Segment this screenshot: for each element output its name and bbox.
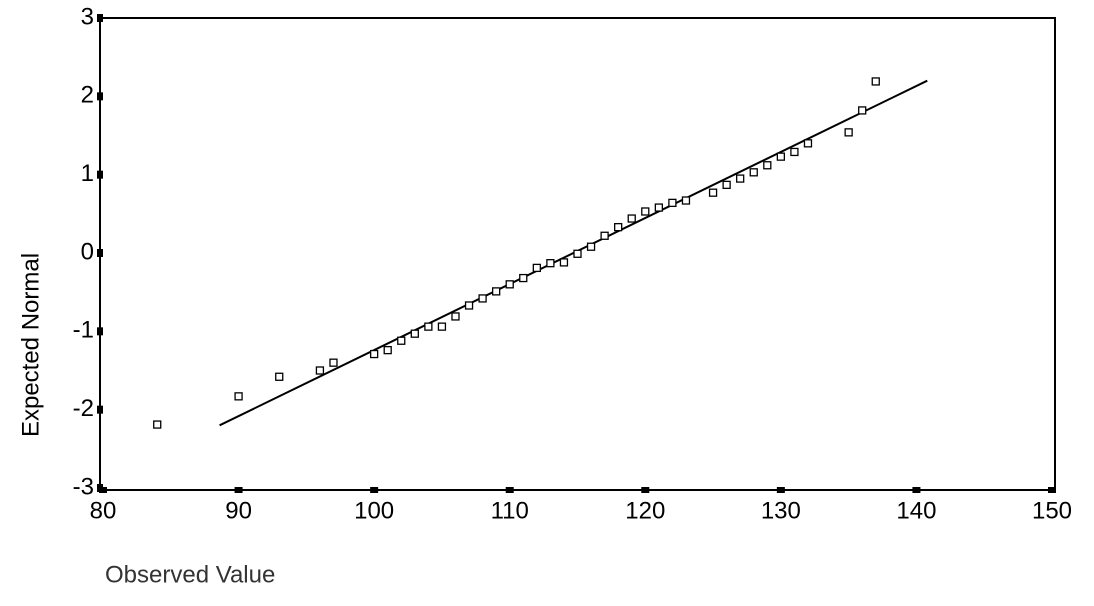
point xyxy=(736,174,745,183)
point xyxy=(600,231,609,240)
x-tick-mark xyxy=(641,487,650,493)
point xyxy=(614,222,623,232)
point xyxy=(844,128,853,137)
point xyxy=(275,372,284,381)
x-tick-mark xyxy=(912,487,921,493)
point xyxy=(681,196,691,205)
point xyxy=(668,198,677,208)
y-tick-label: 1 xyxy=(81,160,94,187)
point xyxy=(397,336,406,345)
y-tick-label: -3 xyxy=(73,473,94,500)
point xyxy=(573,249,582,258)
y-tick-label: 2 xyxy=(81,82,94,109)
y-tick-mark xyxy=(97,249,103,257)
y-tick-label: -1 xyxy=(73,317,94,344)
point xyxy=(492,287,501,296)
y-axis-label: Expected Normal xyxy=(17,253,44,437)
y-tick-mark xyxy=(97,484,103,492)
x-tick-label: 140 xyxy=(896,497,936,524)
point xyxy=(708,188,718,197)
x-tick-label: 120 xyxy=(625,497,665,524)
point xyxy=(858,106,867,115)
point xyxy=(749,168,758,177)
point xyxy=(519,273,528,283)
x-tick-mark xyxy=(776,487,785,493)
point xyxy=(559,258,569,267)
y-tick-mark xyxy=(97,170,103,179)
x-axis-label: Observed Value xyxy=(105,561,275,588)
point xyxy=(464,301,474,310)
point xyxy=(763,161,772,170)
y-tick-label: -2 xyxy=(73,395,94,422)
point xyxy=(654,203,663,212)
y-tick-label: 3 xyxy=(81,3,94,30)
point xyxy=(478,294,487,303)
point xyxy=(722,180,731,190)
x-tick-label: 130 xyxy=(761,497,801,524)
y-tick-mark xyxy=(97,14,103,22)
point xyxy=(586,242,596,251)
point xyxy=(546,259,555,268)
point xyxy=(437,322,447,331)
point xyxy=(234,392,243,401)
point xyxy=(369,349,379,359)
x-tick-label: 110 xyxy=(491,497,529,524)
x-tick-mark xyxy=(1048,487,1056,493)
point xyxy=(410,329,419,338)
x-tick-mark xyxy=(370,487,379,493)
point xyxy=(451,312,460,321)
point xyxy=(803,139,813,148)
point xyxy=(627,214,636,223)
point xyxy=(153,420,162,429)
point xyxy=(383,345,392,355)
y-tick-mark xyxy=(97,327,103,336)
point xyxy=(329,358,338,367)
x-tick-label: 150 xyxy=(1032,497,1072,524)
x-tick-label: 100 xyxy=(354,497,394,524)
point xyxy=(424,322,433,331)
x-tick-mark xyxy=(234,487,243,493)
y-tick-label: 0 xyxy=(81,238,94,265)
x-tick-label: 90 xyxy=(225,497,252,524)
point xyxy=(871,77,880,86)
point xyxy=(505,280,514,289)
point xyxy=(790,147,799,157)
x-tick-label: 80 xyxy=(90,497,117,524)
point xyxy=(641,207,650,216)
point xyxy=(532,263,541,273)
x-tick-mark xyxy=(505,487,514,493)
y-tick-mark xyxy=(97,405,103,414)
point xyxy=(315,366,325,375)
y-tick-mark xyxy=(97,92,103,101)
point xyxy=(776,152,786,161)
